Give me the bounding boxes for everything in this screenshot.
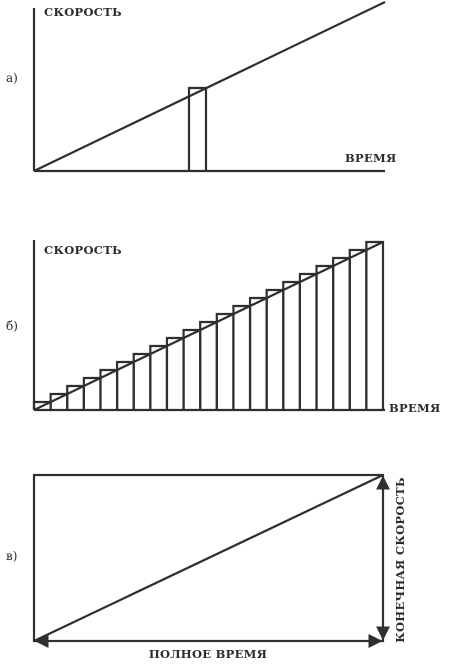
panel-b-strip	[315, 264, 335, 410]
panel-b-strip	[348, 248, 368, 410]
panel-b-strip	[165, 336, 185, 410]
panel-c-diagonal	[33, 474, 384, 642]
panel-b-strips	[32, 240, 385, 410]
panel-b: б) СКОРОСТЬ ВРЕМЯ	[6, 240, 441, 415]
panel-a: а) СКОРОСТЬ ВРЕМЯ	[6, 1, 397, 173]
panel-b-strip	[265, 288, 285, 410]
panel-b-velocity-line	[33, 241, 384, 411]
panel-c-total-time-label: ПОЛНОЕ ВРЕМЯ	[149, 647, 267, 661]
panel-a-x-axis-label: ВРЕМЯ	[345, 151, 397, 165]
panel-b-strip	[248, 296, 268, 410]
panel-c-letter: в)	[6, 549, 17, 563]
panel-b-letter: б)	[6, 319, 18, 333]
panel-b-strip	[282, 280, 302, 410]
panel-b-strip	[232, 304, 252, 410]
panel-b-x-axis-label: ВРЕМЯ	[389, 401, 441, 415]
panel-b-strip	[332, 256, 351, 410]
panel-a-y-axis-label: СКОРОСТЬ	[44, 5, 122, 19]
panel-b-strip	[132, 352, 152, 410]
panel-b-strip	[149, 344, 169, 410]
panel-b-y-axis-label: СКОРОСТЬ	[44, 243, 122, 257]
panel-b-strip	[298, 272, 318, 410]
panel-b-strip	[199, 320, 218, 410]
panel-a-letter: а)	[6, 71, 18, 85]
panel-b-strip	[215, 312, 235, 410]
panel-a-time-strip	[187, 86, 208, 171]
panel-b-strip	[365, 240, 385, 410]
panel-c-final-speed-label: КОНЕЧНАЯ СКОРОСТЬ	[393, 477, 407, 643]
panel-c: в) ПОЛНОЕ ВРЕМЯ КОНЕЧНАЯ СКОРОСТЬ	[6, 473, 407, 661]
panel-a-velocity-line	[33, 1, 386, 172]
panel-b-strip	[182, 328, 202, 410]
